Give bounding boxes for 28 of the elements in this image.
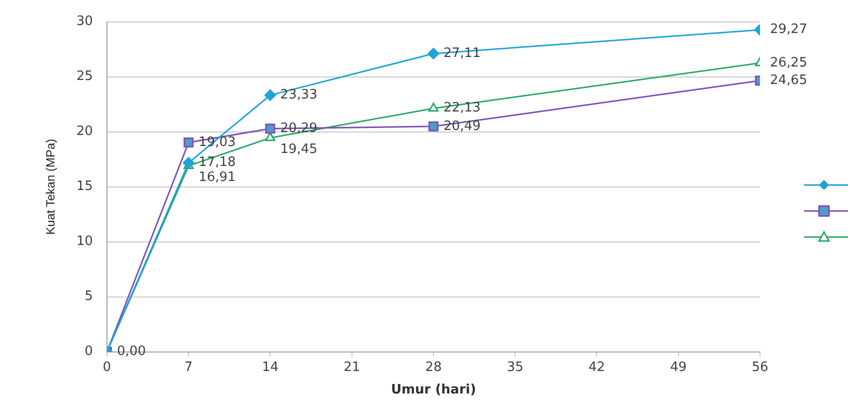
y-axis-title: Kuat Tekan (MPa) — [44, 138, 58, 235]
data-label: 22,13 — [443, 100, 481, 116]
y-tick-label: 15 — [76, 179, 93, 194]
data-label: 17,18 — [198, 155, 236, 170]
x-tick-label: 7 — [184, 360, 193, 375]
data-label: 0,00 — [116, 344, 146, 360]
y-tick-label: 25 — [76, 69, 93, 84]
x-tick-label: 49 — [670, 360, 687, 375]
data-label: 16,91 — [198, 170, 236, 186]
data-label: 29,27 — [770, 22, 808, 38]
data-label: 24,65 — [770, 73, 808, 88]
data-label: 19,45 — [280, 142, 318, 158]
x-tick-label: 21 — [344, 360, 360, 375]
x-tick-label: 56 — [752, 360, 768, 375]
x-tick-label: 42 — [588, 360, 606, 375]
y-tick-label: 20 — [76, 124, 93, 140]
x-tick-label: 14 — [262, 360, 278, 375]
x-axis-title: Umur (hari) — [390, 382, 476, 398]
x-tick-label: 0 — [102, 360, 112, 375]
y-tick-label: 30 — [76, 14, 93, 30]
y-tick-label: 10 — [76, 234, 93, 250]
x-tick-label: 35 — [506, 360, 524, 375]
data-label: 26,25 — [770, 55, 808, 70]
data-label: 20,49 — [443, 118, 481, 134]
x-tick-label: 28 — [425, 360, 442, 375]
data-label: 23,33 — [280, 88, 318, 103]
y-tick-label: 0 — [84, 344, 93, 360]
y-tick-label: 5 — [84, 289, 93, 304]
